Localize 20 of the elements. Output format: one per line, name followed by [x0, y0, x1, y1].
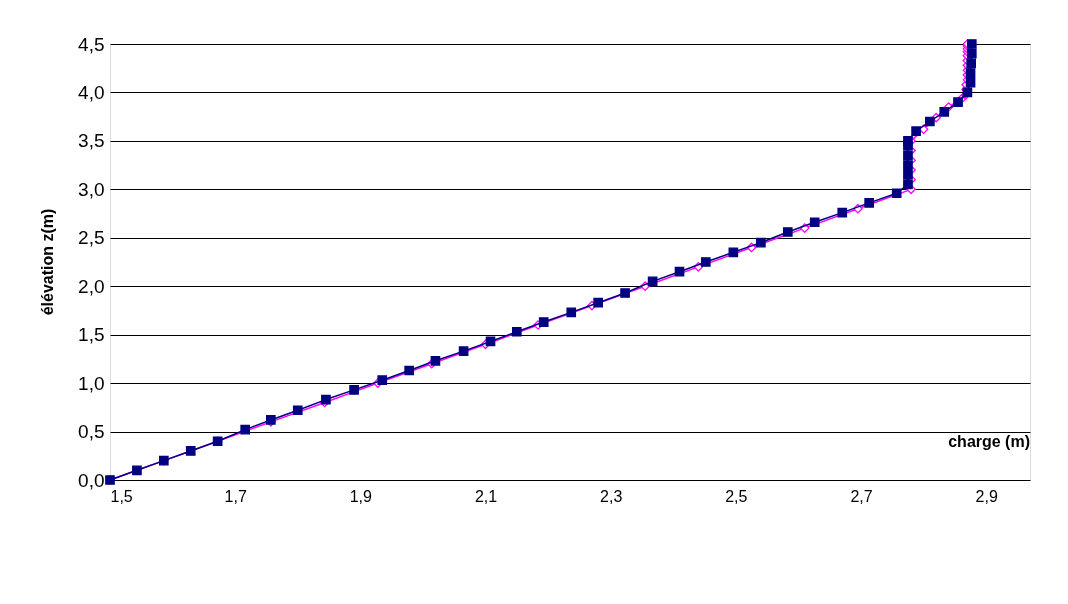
x-tick-label: 1,5 [110, 487, 133, 505]
y-tick-label: 3,0 [78, 178, 105, 200]
y-tick-label: 2,0 [78, 275, 105, 297]
y-tick-label: 4,0 [78, 81, 105, 103]
y-tick-label: 1,0 [78, 372, 105, 394]
x-tick-label: 2,7 [850, 487, 873, 505]
x-tick-label: 1,7 [224, 487, 247, 505]
y-tick-label: 0,5 [78, 421, 105, 443]
y-tick-label: 4,5 [78, 33, 105, 55]
y-tick-label: 0,0 [78, 469, 105, 491]
y-tick-label: 1,5 [78, 324, 105, 346]
x-tick-label: 2,5 [725, 487, 748, 505]
x-tick-label: 2,9 [975, 487, 998, 505]
y-tick-label: 2,5 [78, 227, 105, 249]
x-tick-label: 1,9 [349, 487, 373, 505]
x-axis-title: charge (m) [948, 433, 1030, 450]
y-tick-label: 3,5 [78, 130, 105, 152]
x-tick-label: 2,3 [600, 487, 623, 505]
y-axis-title: élévation z(m) [39, 208, 56, 316]
x-tick-label: 2,1 [474, 487, 498, 505]
